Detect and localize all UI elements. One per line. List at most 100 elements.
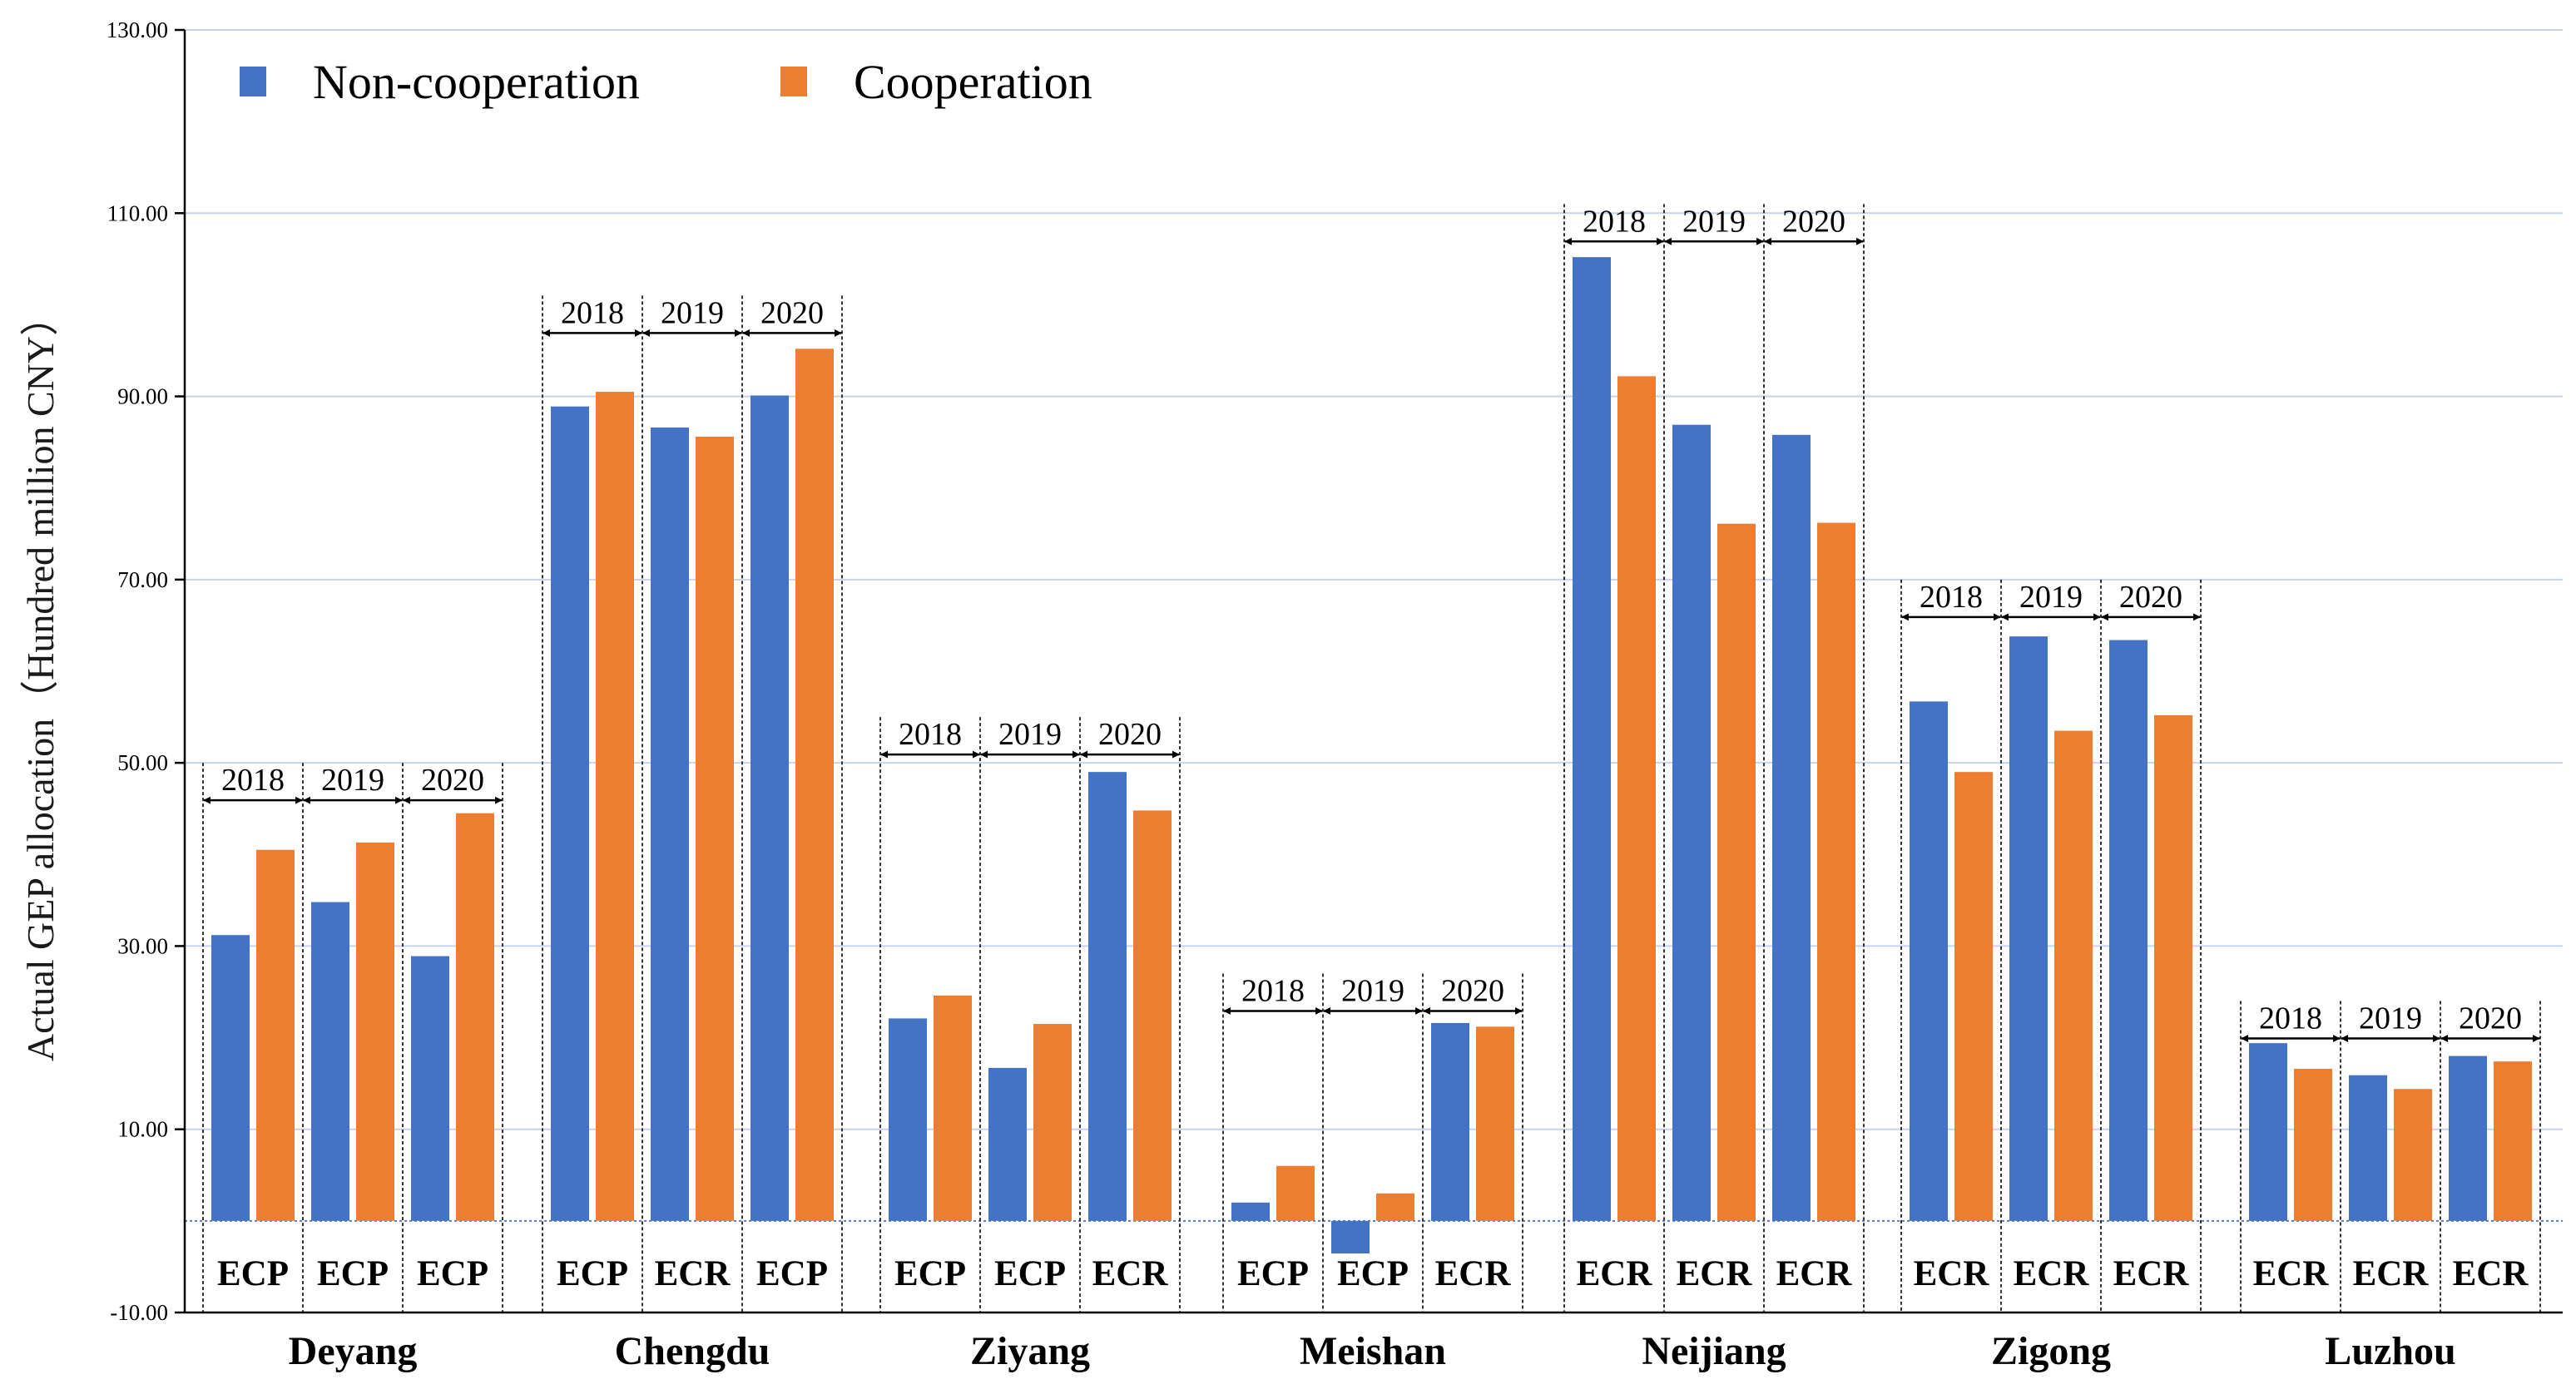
bar-coop-zigong-2019 bbox=[2054, 730, 2093, 1221]
year-label-chengdu-2019: 2019 bbox=[661, 295, 724, 330]
year-label-zigong-2020: 2020 bbox=[2119, 580, 2182, 615]
bar-coop-zigong-2020 bbox=[2154, 714, 2192, 1221]
type-label-bg-neijiang-2 bbox=[1766, 1253, 1861, 1295]
bar-coop-chengdu-2019 bbox=[696, 437, 734, 1221]
type-label-bg-neijiang-0 bbox=[1567, 1253, 1662, 1295]
y-tick-label-5: 90.00 bbox=[117, 384, 168, 409]
type-label-deyang-2018: ECP bbox=[217, 1254, 289, 1293]
year-label-zigong-2019: 2019 bbox=[2019, 580, 2083, 615]
type-label-bg-luzhou-2 bbox=[2443, 1253, 2538, 1295]
bar-noncoop-luzhou-2020 bbox=[2449, 1055, 2487, 1221]
year-label-ziyang-2019: 2019 bbox=[998, 717, 1062, 752]
type-label-chengdu-2019: ECR bbox=[655, 1254, 731, 1293]
bar-coop-ziyang-2020 bbox=[1133, 810, 1172, 1221]
bar-coop-meishan-2020 bbox=[1476, 1026, 1514, 1221]
type-label-ziyang-2020: ECR bbox=[1092, 1254, 1169, 1293]
year-label-neijiang-2019: 2019 bbox=[1682, 204, 1746, 239]
bar-coop-neijiang-2020 bbox=[1817, 522, 1855, 1221]
type-label-bg-ziyang-2 bbox=[1082, 1253, 1177, 1295]
bar-noncoop-zigong-2018 bbox=[1910, 701, 1948, 1221]
bar-noncoop-neijiang-2018 bbox=[1573, 257, 1611, 1221]
city-label-ziyang: Ziyang bbox=[970, 1329, 1090, 1373]
year-label-luzhou-2020: 2020 bbox=[2459, 1001, 2522, 1036]
year-label-deyang-2020: 2020 bbox=[421, 763, 484, 798]
bar-noncoop-ziyang-2019 bbox=[988, 1067, 1027, 1221]
year-label-deyang-2018: 2018 bbox=[221, 763, 285, 798]
bar-noncoop-luzhou-2018 bbox=[2249, 1043, 2287, 1221]
bar-noncoop-chengdu-2019 bbox=[651, 428, 689, 1221]
type-label-bg-ziyang-0 bbox=[883, 1253, 978, 1295]
type-label-bg-deyang-1 bbox=[305, 1253, 400, 1295]
bar-coop-luzhou-2018 bbox=[2294, 1069, 2332, 1221]
type-label-bg-zigong-1 bbox=[2004, 1253, 2098, 1295]
bar-noncoop-deyang-2020 bbox=[411, 956, 449, 1221]
type-label-zigong-2018: ECR bbox=[1914, 1254, 1990, 1293]
year-label-luzhou-2018: 2018 bbox=[2259, 1001, 2322, 1036]
legend-swatch-1 bbox=[780, 67, 807, 96]
type-label-deyang-2019: ECP bbox=[317, 1254, 389, 1293]
y-tick-label-3: 50.00 bbox=[117, 750, 168, 775]
year-label-ziyang-2018: 2018 bbox=[899, 717, 962, 752]
type-label-meishan-2020: ECR bbox=[1435, 1254, 1512, 1293]
type-label-bg-meishan-2 bbox=[1425, 1253, 1520, 1295]
year-label-neijiang-2018: 2018 bbox=[1583, 204, 1646, 239]
type-label-meishan-2018: ECP bbox=[1237, 1254, 1309, 1293]
type-label-bg-deyang-0 bbox=[206, 1253, 300, 1295]
type-label-neijiang-2020: ECR bbox=[1776, 1254, 1853, 1293]
type-label-ziyang-2019: ECP bbox=[994, 1254, 1066, 1293]
city-label-deyang: Deyang bbox=[289, 1329, 418, 1373]
type-label-bg-deyang-2 bbox=[405, 1253, 500, 1295]
bar-noncoop-meishan-2018 bbox=[1231, 1202, 1270, 1221]
type-label-neijiang-2018: ECR bbox=[1577, 1254, 1653, 1293]
year-label-deyang-2019: 2019 bbox=[321, 763, 384, 798]
bar-coop-ziyang-2019 bbox=[1033, 1024, 1072, 1221]
year-label-meishan-2019: 2019 bbox=[1341, 973, 1404, 1008]
y-tick-label-7: 130.00 bbox=[107, 17, 168, 42]
y-tick-label-1: 10.00 bbox=[117, 1117, 168, 1142]
type-label-luzhou-2019: ECR bbox=[2353, 1254, 2430, 1293]
year-label-luzhou-2019: 2019 bbox=[2359, 1001, 2422, 1036]
bar-noncoop-deyang-2019 bbox=[311, 902, 349, 1221]
type-label-bg-luzhou-1 bbox=[2343, 1253, 2438, 1295]
type-label-chengdu-2018: ECP bbox=[557, 1254, 628, 1293]
bar-noncoop-neijiang-2020 bbox=[1772, 434, 1811, 1221]
type-label-luzhou-2020: ECR bbox=[2453, 1254, 2529, 1293]
bar-coop-deyang-2020 bbox=[456, 813, 494, 1221]
bar-coop-chengdu-2020 bbox=[795, 349, 834, 1221]
year-label-meishan-2020: 2020 bbox=[1441, 973, 1504, 1008]
legend-label-0: Non-cooperation bbox=[313, 55, 640, 109]
year-label-chengdu-2020: 2020 bbox=[760, 295, 824, 330]
type-label-neijiang-2019: ECR bbox=[1677, 1254, 1753, 1293]
bar-noncoop-meishan-2020 bbox=[1431, 1022, 1469, 1221]
city-label-zigong: Zigong bbox=[1991, 1329, 2111, 1373]
type-label-bg-zigong-0 bbox=[1904, 1253, 1999, 1295]
city-label-chengdu: Chengdu bbox=[615, 1329, 770, 1373]
bar-noncoop-zigong-2019 bbox=[2009, 636, 2048, 1221]
type-label-bg-neijiang-1 bbox=[1667, 1253, 1761, 1295]
bar-coop-chengdu-2018 bbox=[596, 392, 634, 1221]
year-label-chengdu-2018: 2018 bbox=[561, 295, 624, 330]
bar-noncoop-chengdu-2020 bbox=[751, 395, 789, 1221]
y-axis-title: Actual GEP allocation（Hundred million CN… bbox=[19, 298, 62, 1061]
legend-label-1: Cooperation bbox=[854, 55, 1092, 109]
year-label-neijiang-2020: 2020 bbox=[1782, 204, 1845, 239]
bar-coop-meishan-2019 bbox=[1376, 1193, 1414, 1221]
year-label-zigong-2018: 2018 bbox=[1920, 580, 1983, 615]
y-tick-label-0: -10.00 bbox=[110, 1300, 168, 1325]
city-label-neijiang: Neijiang bbox=[1642, 1329, 1786, 1373]
y-tick-label-2: 30.00 bbox=[117, 933, 168, 958]
bar-noncoop-ziyang-2018 bbox=[889, 1018, 927, 1221]
legend-swatch-0 bbox=[240, 67, 266, 96]
bar-noncoop-luzhou-2019 bbox=[2349, 1075, 2387, 1221]
type-label-chengdu-2020: ECP bbox=[756, 1254, 828, 1293]
bar-coop-neijiang-2019 bbox=[1717, 523, 1756, 1221]
bar-noncoop-ziyang-2020 bbox=[1088, 772, 1127, 1221]
bar-noncoop-neijiang-2019 bbox=[1672, 424, 1711, 1221]
y-tick-label-6: 110.00 bbox=[107, 200, 168, 225]
bar-coop-deyang-2018 bbox=[256, 849, 295, 1221]
type-label-meishan-2019: ECP bbox=[1337, 1254, 1409, 1293]
bar-coop-neijiang-2018 bbox=[1617, 376, 1656, 1221]
type-label-zigong-2019: ECR bbox=[2014, 1254, 2090, 1293]
type-label-bg-meishan-1 bbox=[1325, 1253, 1420, 1295]
type-label-bg-luzhou-0 bbox=[2243, 1253, 2338, 1295]
